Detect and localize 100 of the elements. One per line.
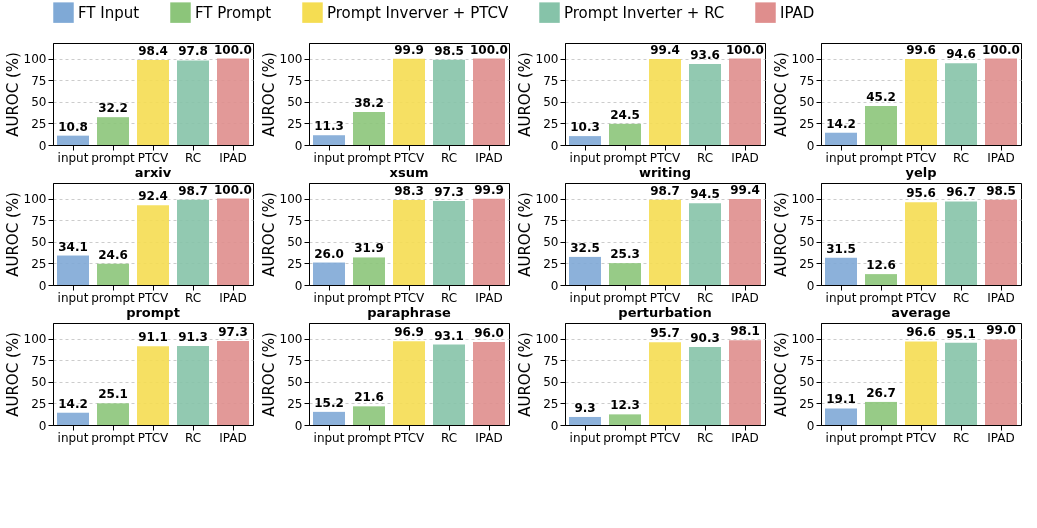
data-label: 99.6	[906, 42, 936, 57]
y-tick-label: 25	[543, 116, 559, 131]
y-tick-label: 0	[38, 138, 47, 153]
x-tick-label: PTCV	[393, 150, 426, 165]
data-label: 12.6	[866, 258, 896, 273]
x-tick-label: RC	[696, 290, 714, 305]
x-tick-label: input	[313, 150, 345, 165]
y-tick-label: 25	[31, 116, 47, 131]
y-tick-label: 75	[31, 213, 47, 228]
y-tick-label: 75	[799, 73, 815, 88]
data-label: 96.7	[946, 185, 976, 200]
y-axis-title: AUROC (%)	[515, 192, 534, 277]
data-label: 98.1	[730, 324, 760, 339]
y-tick-label: 75	[543, 353, 559, 368]
data-label: 95.6	[906, 186, 936, 201]
data-label: 99.9	[474, 182, 504, 197]
data-label: 24.5	[610, 107, 640, 122]
data-label: 32.5	[570, 240, 600, 255]
legend-label: FT Prompt	[195, 3, 272, 22]
y-tick-label: 100	[23, 52, 47, 67]
y-tick-label: 50	[543, 235, 559, 250]
data-label: 14.2	[58, 396, 88, 411]
y-tick-label: 50	[287, 375, 303, 390]
x-tick-label: input	[57, 150, 89, 165]
x-tick-label: prompt	[347, 430, 392, 445]
y-tick-label: 50	[543, 375, 559, 390]
y-tick-label: 50	[799, 375, 815, 390]
y-tick-label: 0	[806, 278, 815, 293]
x-tick-label: input	[57, 430, 89, 445]
x-tick-label: PTCV	[393, 290, 426, 305]
data-label: 32.2	[98, 101, 128, 116]
data-label: 10.8	[58, 119, 88, 134]
y-axis-title: AUROC (%)	[3, 52, 22, 137]
x-tick-label: PTCV	[649, 430, 682, 445]
x-tick-label: input	[569, 290, 601, 305]
y-tick-label: 100	[535, 52, 559, 67]
y-tick-label: 100	[279, 52, 303, 67]
x-tick-label: RC	[440, 430, 458, 445]
x-tick-label: PTCV	[649, 150, 682, 165]
x-tick-label: IPAD	[987, 430, 1015, 445]
y-tick-label: 50	[799, 235, 815, 250]
x-tick-label: RC	[952, 290, 970, 305]
data-label: 31.9	[354, 241, 384, 256]
data-label: 99.0	[986, 323, 1016, 338]
x-tick-label: RC	[184, 430, 202, 445]
y-tick-label: 50	[287, 235, 303, 250]
x-tick-label: IPAD	[987, 150, 1015, 165]
y-axis-title: AUROC (%)	[771, 332, 790, 417]
data-label: 96.6	[906, 325, 936, 340]
data-label: 96.0	[474, 326, 504, 341]
x-tick-label: RC	[952, 150, 970, 165]
y-tick-label: 25	[799, 256, 815, 271]
data-label: 91.1	[138, 330, 168, 345]
data-label: 99.4	[650, 43, 680, 58]
data-label: 91.3	[178, 330, 208, 345]
x-tick-label: RC	[696, 150, 714, 165]
y-tick-label: 25	[287, 256, 303, 271]
y-tick-label: 75	[31, 353, 47, 368]
y-tick-label: 0	[294, 418, 303, 433]
x-tick-label: prompt	[603, 150, 648, 165]
data-label: 11.3	[314, 119, 344, 134]
data-label: 95.1	[946, 326, 976, 341]
data-label: 98.5	[434, 43, 464, 58]
data-label: 94.5	[690, 187, 720, 202]
y-tick-label: 50	[799, 95, 815, 110]
x-tick-label: PTCV	[393, 430, 426, 445]
data-label: 24.6	[98, 247, 128, 262]
data-label: 94.6	[946, 47, 976, 62]
x-tick-label: input	[825, 430, 857, 445]
y-tick-label: 25	[799, 396, 815, 411]
chart-title: paraphrase	[367, 305, 451, 320]
data-label: 9.3	[574, 400, 596, 415]
data-label: 25.1	[98, 387, 128, 402]
y-axis-title: AUROC (%)	[771, 192, 790, 277]
data-label: 14.2	[826, 116, 856, 131]
y-tick-label: 0	[294, 278, 303, 293]
x-tick-label: IPAD	[731, 290, 759, 305]
x-tick-label: input	[569, 430, 601, 445]
data-label: 100.0	[214, 182, 252, 197]
y-axis-title: AUROC (%)	[259, 192, 278, 277]
data-label: 26.0	[314, 246, 344, 261]
x-tick-label: prompt	[347, 290, 392, 305]
x-tick-label: IPAD	[219, 430, 247, 445]
legend-label: Prompt Inverver + PTCV	[327, 3, 509, 22]
y-axis-title: AUROC (%)	[515, 332, 534, 417]
y-tick-label: 0	[550, 278, 559, 293]
y-axis-title: AUROC (%)	[259, 332, 278, 417]
y-tick-label: 100	[279, 332, 303, 347]
legend-label: FT Input	[78, 3, 140, 22]
y-tick-label: 75	[31, 73, 47, 88]
y-tick-label: 0	[294, 138, 303, 153]
data-label: 10.3	[570, 120, 600, 135]
x-tick-label: prompt	[859, 150, 904, 165]
chart-title: yelp	[905, 165, 937, 180]
x-tick-label: RC	[952, 430, 970, 445]
data-label: 97.8	[178, 44, 208, 59]
x-tick-label: RC	[696, 430, 714, 445]
chart-title: arxiv	[134, 165, 172, 180]
y-axis-title: AUROC (%)	[515, 52, 534, 137]
y-axis-title: AUROC (%)	[3, 332, 22, 417]
